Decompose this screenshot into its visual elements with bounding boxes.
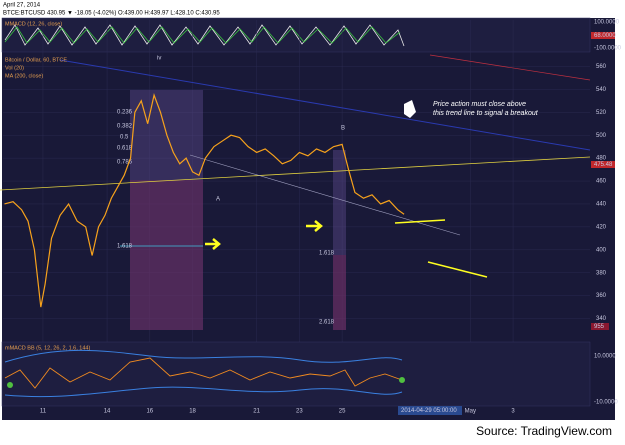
top-indicator-line [4,24,405,47]
x-tick-label: 18 [189,409,196,415]
annotation: Price action must close above [433,101,526,108]
wave-label: B [341,126,345,132]
price-tag-label: 475.48 [594,162,613,168]
signal-dot [7,382,13,388]
top-indicator-signal [4,26,401,44]
y-tick-label: 480 [596,156,607,162]
trend-line [427,261,488,278]
y-tick-label: 340 [596,316,607,322]
volume-tag [591,323,609,330]
cursor-date-box [398,406,462,415]
price-tag [591,161,615,168]
fib-label: 1.618 [319,251,335,257]
y-tick-label: 420 [596,224,607,230]
pointer-icon [404,100,416,118]
x-tick-label: 23 [296,409,303,415]
arrow [205,238,221,250]
x-tick-label: 25 [339,409,346,415]
y-tick-label: 440 [596,202,607,208]
bollinger-lower [4,386,403,398]
y-tick-label: 460 [596,179,607,185]
y-tick-label: 380 [596,270,607,276]
x-tick-label: May [465,409,476,415]
fib-zone-lower [130,180,203,330]
x-tick-label: 14 [104,409,111,415]
top-axis-label: -100.0000 [594,46,622,52]
x-tick-label: 3 [511,409,515,415]
y-tick-label: 360 [596,293,607,299]
top-axis-tag [591,32,615,39]
bottom-panel-label: mMACD BB (5, 12, 26, 2, 1.6, 144) [5,345,90,351]
source: Source: TradingView.com [476,424,612,438]
fib-zone [130,90,203,330]
x-tick-label: 11 [40,409,47,415]
x-tick-label: 16 [146,409,153,415]
fib-zone-lower [333,255,346,330]
fib-label: 2.618 [319,320,335,326]
fib-label: 0.382 [117,124,133,130]
price-line [4,93,405,308]
volume-tag-label: 955 [594,324,605,330]
fib-label: 0.618 [117,146,133,152]
fib-label: 1.618 [117,244,133,250]
top-axis-label: 100.0000 [594,20,620,26]
y-tick-label: 500 [596,133,607,139]
arrow [306,220,323,232]
bollinger-upper [4,349,403,363]
bottom-axis-label: 10.0000 [594,354,616,360]
bottom-panel [1,341,591,407]
x-tick-label: 21 [253,409,260,415]
wave-label: A [216,197,220,203]
fib-label: 0.786 [117,160,133,166]
cursor-date: 2014-04-29 05:00:00 [401,408,457,414]
fib-zone [333,150,346,330]
fib-label: 0.236 [117,110,133,116]
trend-line [429,54,591,81]
trend-line [59,59,591,151]
top-axis-label: 68.0000 [594,33,616,39]
wave-label: iv [157,56,161,62]
bottom-axis-label: -10.0000 [594,400,618,406]
y-tick-label: 520 [596,110,607,116]
top-panel-label: MMACD (12, 26, close) [5,21,62,27]
indicator-legend: Vol (20) [5,65,24,71]
trend-line [394,219,446,224]
fib-label: 0.5 [120,135,129,141]
trend-line [0,156,591,191]
annotation: this trend line to signal a breakout [433,110,539,117]
indicator-legend: MA (200, close) [5,73,43,79]
bottom-indicator-line [4,357,403,389]
signal-dot [399,377,405,383]
y-tick-label: 560 [596,64,607,70]
y-tick-label: 400 [596,247,607,253]
date: April 27, 2014 [3,3,41,9]
series-legend: Bitcoin / Dollar, 60, BTCE [5,57,67,63]
symbol-line: BTCE:BTCUSD 430.95 ▼ -18.05 (-4.02%) O:4… [3,11,220,17]
y-tick-label: 540 [596,87,607,93]
